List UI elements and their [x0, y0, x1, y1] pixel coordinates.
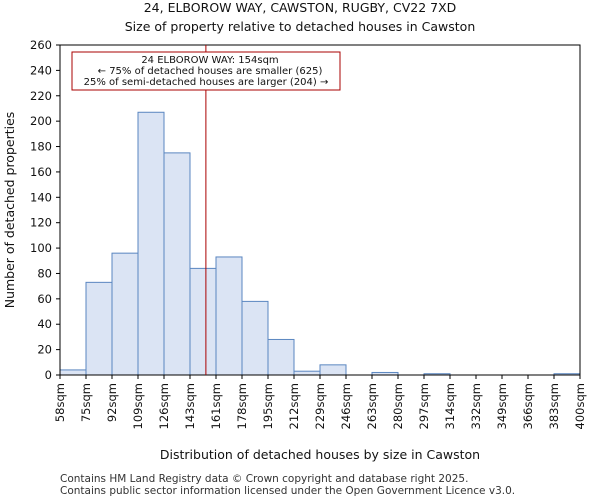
bars-group: [59, 111, 581, 376]
histogram-bar: [319, 364, 347, 376]
histogram-bar: [267, 338, 295, 376]
annotation-line1: 24 ELBOROW WAY: 154sqm: [141, 55, 278, 66]
x-tick-label: 109sqm: [131, 383, 145, 429]
x-tick-label: 75sqm: [79, 383, 93, 422]
y-axis-ticks: 0 20 40 60 80 100 120 140 160 180 200 220 240 260: [30, 38, 60, 382]
chart-title-line1: 24, ELBOROW WAY, CAWSTON, RUGBY, CV22 7X…: [144, 0, 457, 15]
footer-line2: Contains public sector information licen…: [60, 485, 515, 497]
histogram-bar: [111, 252, 139, 376]
x-tick-label: 92sqm: [105, 383, 119, 422]
histogram-bar: [241, 300, 269, 376]
x-tick-label: 126sqm: [157, 383, 171, 429]
histogram-bar: [215, 256, 243, 376]
y-tick-label: 40: [37, 317, 52, 331]
x-tick-label: 195sqm: [261, 383, 275, 429]
x-tick-label: 332sqm: [469, 383, 483, 429]
x-tick-label: 263sqm: [365, 383, 379, 429]
annotation-line3: 25% of semi-detached houses are larger (…: [84, 77, 329, 88]
x-tick-label: 143sqm: [183, 383, 197, 429]
y-tick-label: 20: [37, 343, 52, 357]
y-axis-label: Number of detached properties: [2, 112, 17, 309]
y-tick-label: 140: [30, 190, 52, 204]
x-tick-label: 178sqm: [235, 383, 249, 429]
y-tick-label: 0: [45, 368, 52, 382]
x-axis-label: Distribution of detached houses by size …: [160, 447, 480, 462]
x-tick-label: 161sqm: [209, 383, 223, 429]
histogram-bar: [163, 152, 191, 376]
x-tick-label: 246sqm: [339, 383, 353, 429]
x-tick-label: 400sqm: [573, 383, 587, 429]
x-tick-label: 366sqm: [521, 383, 535, 429]
footer-line1: Contains HM Land Registry data © Crown c…: [60, 473, 468, 485]
x-tick-label: 280sqm: [391, 383, 405, 429]
y-tick-label: 60: [37, 292, 52, 306]
y-tick-label: 200: [30, 114, 52, 128]
x-tick-label: 383sqm: [547, 383, 561, 429]
x-tick-label: 212sqm: [287, 383, 301, 429]
x-tick-label: 349sqm: [495, 383, 509, 429]
x-tick-label: 229sqm: [313, 383, 327, 429]
x-tick-label: 297sqm: [417, 383, 431, 429]
x-axis-ticks: 58sqm 75sqm 92sqm 109sqm 126sqm 143sqm 161sqm 1…: [53, 375, 587, 429]
y-tick-label: 180: [30, 140, 52, 154]
x-tick-label: 58sqm: [53, 383, 67, 422]
histogram-bar: [293, 370, 321, 376]
annotation-line2: ← 75% of detached houses are smaller (62…: [98, 66, 323, 77]
y-tick-label: 220: [30, 89, 52, 103]
x-tick-label: 314sqm: [443, 383, 457, 429]
histogram-bar: [189, 267, 217, 376]
annotation-box: [71, 51, 341, 91]
y-tick-label: 240: [30, 63, 52, 77]
histogram-bar: [137, 111, 165, 376]
histogram-bar: [85, 281, 113, 376]
histogram-bar: [59, 369, 87, 376]
plot-frame: [59, 44, 581, 376]
y-tick-label: 80: [37, 266, 52, 280]
y-tick-label: 120: [30, 216, 52, 230]
y-tick-label: 260: [30, 38, 52, 52]
y-tick-label: 100: [30, 241, 52, 255]
y-tick-label: 160: [30, 165, 52, 179]
chart-title-line2: Size of property relative to detached ho…: [125, 19, 476, 34]
